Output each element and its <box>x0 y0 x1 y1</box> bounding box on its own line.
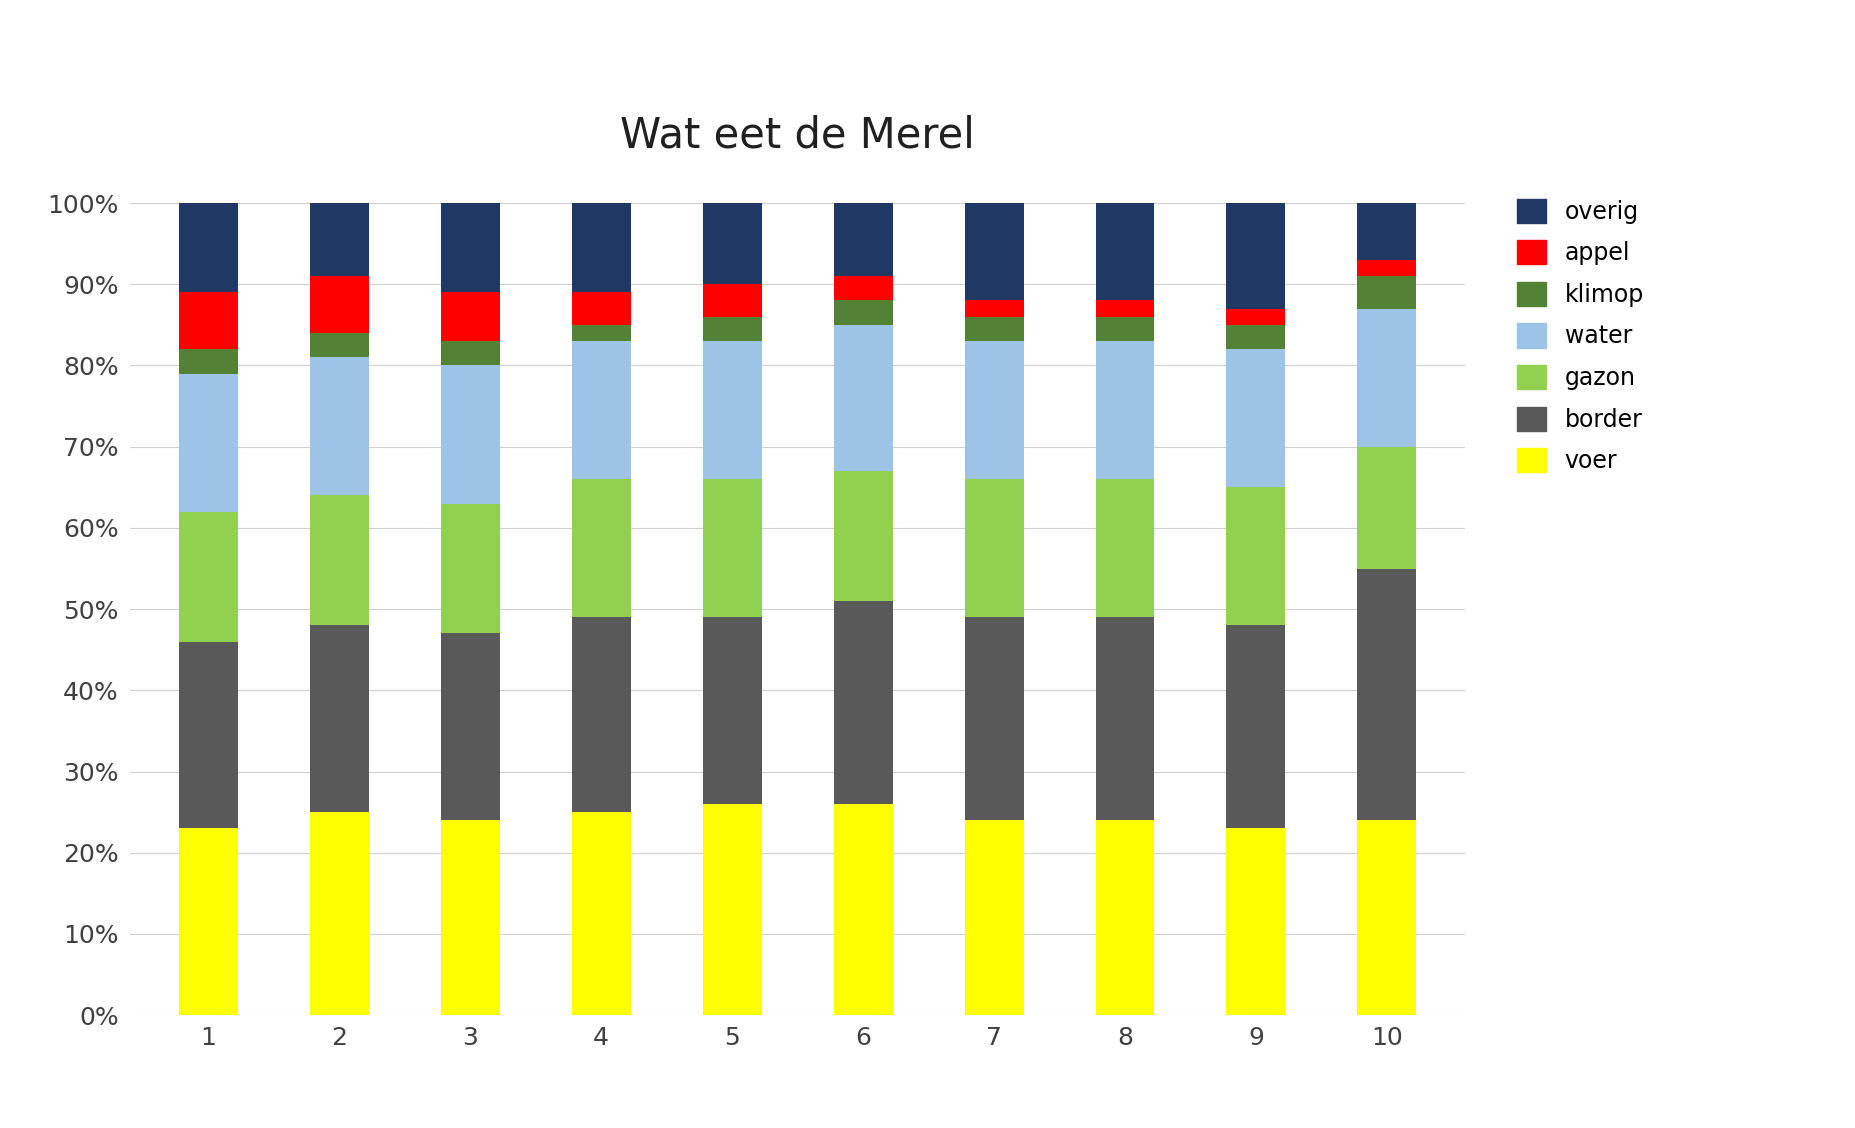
Bar <box>1226 325 1286 350</box>
Bar <box>441 292 499 341</box>
Bar <box>1226 309 1286 325</box>
Bar <box>1358 259 1417 276</box>
Bar <box>178 828 237 1015</box>
Bar <box>703 341 762 479</box>
Bar <box>310 625 369 812</box>
Bar <box>1358 569 1417 820</box>
Bar <box>441 820 499 1015</box>
Bar <box>965 203 1024 300</box>
Title: Wat eet de Merel: Wat eet de Merel <box>620 114 976 157</box>
Bar <box>178 512 237 642</box>
Bar <box>1358 276 1417 309</box>
Bar <box>441 341 499 365</box>
Bar <box>310 333 369 358</box>
Bar <box>571 812 631 1015</box>
Bar <box>1358 309 1417 447</box>
Bar <box>571 341 631 479</box>
Bar <box>703 284 762 317</box>
Bar <box>178 373 237 512</box>
Bar <box>833 804 892 1015</box>
Bar <box>833 325 892 472</box>
Bar <box>1096 341 1154 479</box>
Bar <box>703 203 762 284</box>
Bar <box>441 365 499 503</box>
Bar <box>703 479 762 617</box>
Bar <box>1096 820 1154 1015</box>
Bar <box>965 317 1024 341</box>
Bar <box>1226 350 1286 487</box>
Bar <box>965 617 1024 820</box>
Bar <box>703 804 762 1015</box>
Bar <box>571 325 631 341</box>
Bar <box>833 601 892 804</box>
Bar <box>965 479 1024 617</box>
Bar <box>1226 203 1286 309</box>
Bar <box>1226 487 1286 625</box>
Bar <box>178 203 237 292</box>
Bar <box>1096 300 1154 317</box>
Bar <box>310 812 369 1015</box>
Bar <box>833 203 892 276</box>
Bar <box>441 634 499 820</box>
Bar <box>571 617 631 812</box>
Bar <box>965 300 1024 317</box>
Bar <box>833 472 892 601</box>
Bar <box>310 203 369 276</box>
Bar <box>1096 203 1154 300</box>
Bar <box>1358 820 1417 1015</box>
Bar <box>703 317 762 341</box>
Bar <box>1096 617 1154 820</box>
Bar <box>310 358 369 495</box>
Bar <box>441 503 499 634</box>
Bar <box>178 642 237 828</box>
Bar <box>1226 625 1286 828</box>
Bar <box>1358 447 1417 569</box>
Bar <box>310 495 369 625</box>
Bar <box>965 820 1024 1015</box>
Bar <box>1096 317 1154 341</box>
Bar <box>965 341 1024 479</box>
Bar <box>571 292 631 325</box>
Bar <box>571 479 631 617</box>
Legend: overig, appel, klimop, water, gazon, border, voer: overig, appel, klimop, water, gazon, bor… <box>1517 199 1644 474</box>
Bar <box>1226 828 1286 1015</box>
Bar <box>178 350 237 373</box>
Bar <box>441 203 499 292</box>
Bar <box>571 203 631 292</box>
Bar <box>833 276 892 300</box>
Bar <box>1096 479 1154 617</box>
Bar <box>1358 203 1417 259</box>
Bar <box>178 292 237 350</box>
Bar <box>310 276 369 333</box>
Bar <box>703 617 762 804</box>
Bar <box>833 300 892 325</box>
